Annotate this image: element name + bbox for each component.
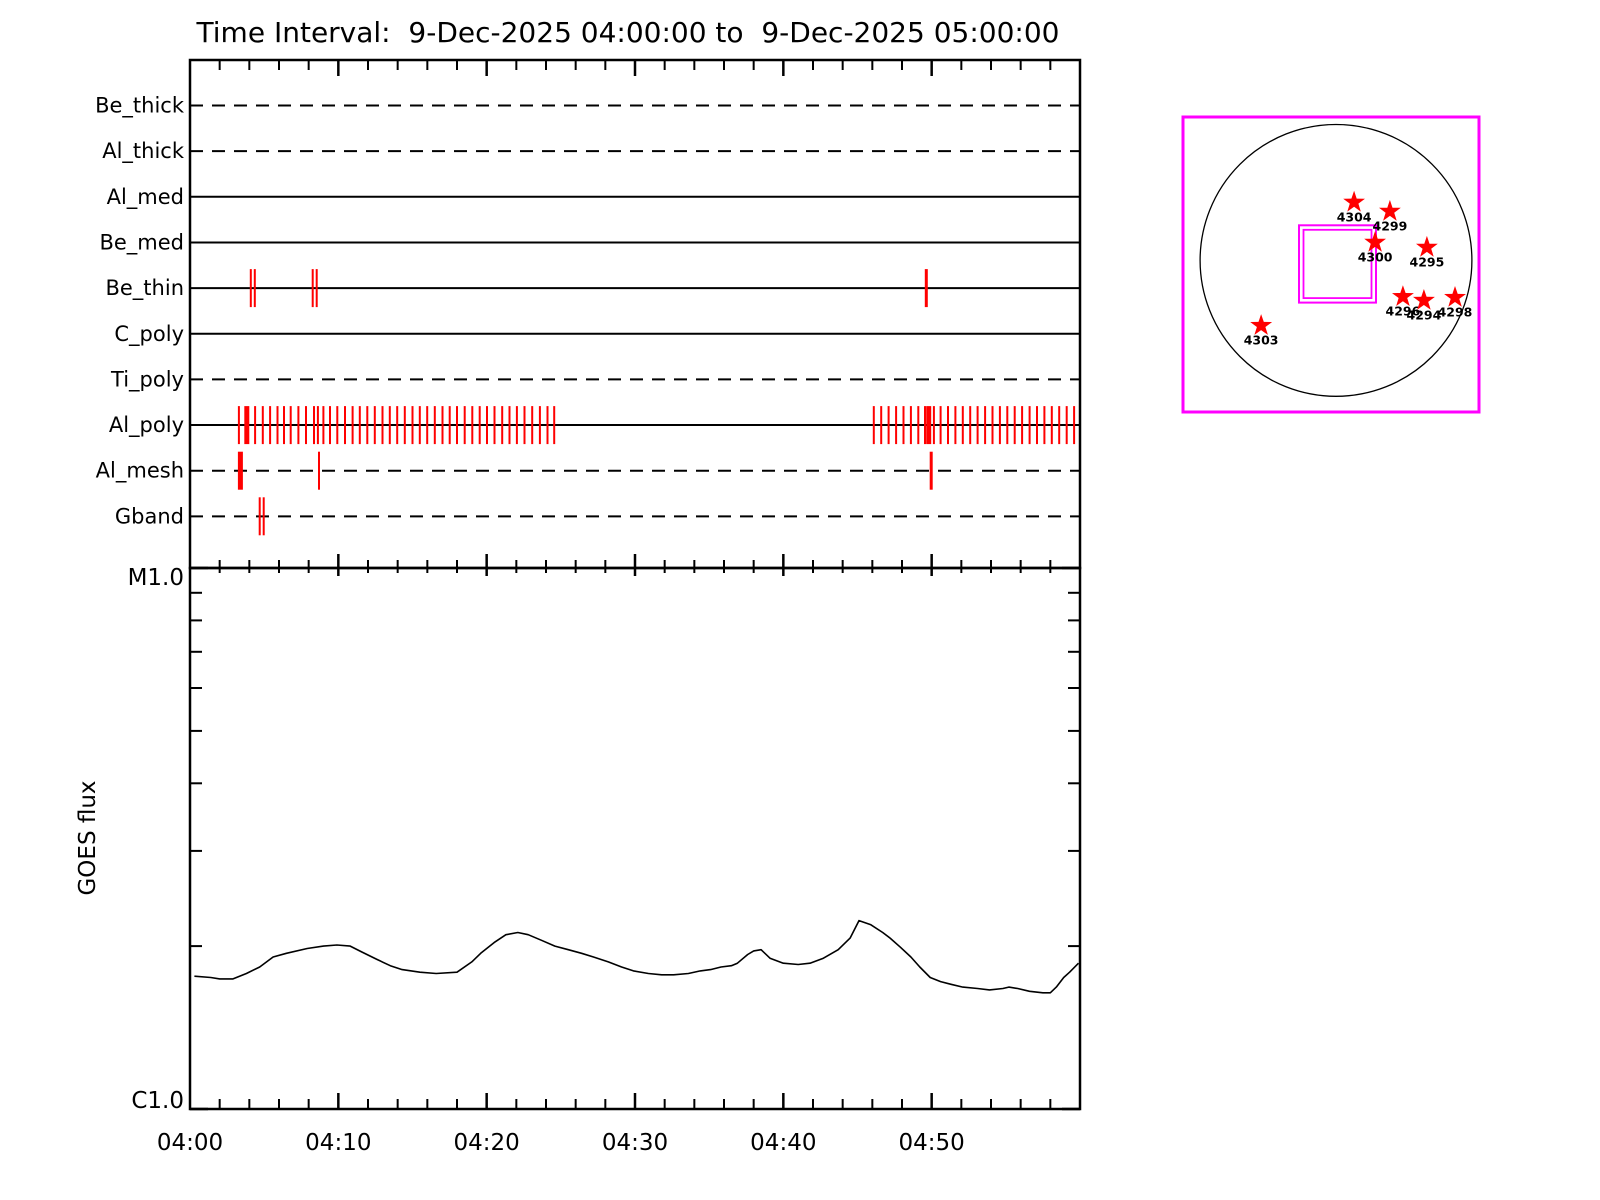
active-region-star-4304 bbox=[1343, 190, 1365, 212]
page-title: Time Interval: 9-Dec-2025 04:00:00 to 9-… bbox=[196, 16, 1060, 49]
goes-panel-frame bbox=[188, 566, 1082, 1111]
active-region-label-4298: 4298 bbox=[1438, 305, 1473, 320]
filter-label-Be_thin: Be_thin bbox=[105, 276, 184, 301]
filter-label-Al_mesh: Al_mesh bbox=[96, 459, 184, 484]
fov-box-inner bbox=[1302, 228, 1373, 300]
map-frame bbox=[1181, 115, 1481, 414]
goes-axis-title: GOES flux bbox=[75, 780, 101, 895]
solar-limb-circle bbox=[1199, 123, 1473, 397]
active-region-star-4303 bbox=[1250, 314, 1273, 335]
active-region-star-4294 bbox=[1413, 289, 1435, 310]
active-region-star-4296 bbox=[1392, 285, 1414, 306]
filter-label-C_poly: C_poly bbox=[114, 322, 184, 347]
filter-label-Gband: Gband bbox=[115, 504, 184, 528]
x-tick-label-0420: 04:20 bbox=[454, 1130, 520, 1156]
goes-ymax-label: M1.0 bbox=[128, 565, 184, 591]
filter-timeline-panel: Be_thick Al_thick Al_med Be_med Be_thin C_pol… bbox=[95, 58, 1082, 576]
active-region-label-4296: 4296 bbox=[1386, 304, 1421, 319]
x-tick-label-0430: 04:30 bbox=[602, 1130, 668, 1156]
active-region-label-4295: 4295 bbox=[1410, 254, 1445, 269]
active-region-star-4298 bbox=[1444, 286, 1466, 307]
active-region-star-4295 bbox=[1416, 235, 1438, 257]
active-region-label-4294: 4294 bbox=[1407, 308, 1442, 323]
goes-ymin-label: C1.0 bbox=[131, 1088, 184, 1114]
goes-flux-panel: 04:00 04:10 04:20 04:30 04:40 04:50 bbox=[157, 566, 1082, 1156]
filter-label-Al_med: Al_med bbox=[107, 185, 184, 210]
filter-label-Be_thick: Be_thick bbox=[95, 94, 185, 119]
fov-box-outer bbox=[1298, 224, 1377, 304]
filter-label-Al_poly: Al_poly bbox=[109, 413, 184, 438]
x-tick-label-0410: 04:10 bbox=[305, 1130, 371, 1156]
x-tick-label-0400: 04:00 bbox=[157, 1130, 223, 1156]
x-tick-label-0440: 04:40 bbox=[750, 1130, 816, 1156]
active-region-star-4299 bbox=[1379, 199, 1401, 221]
filter-label-Be_med: Be_med bbox=[99, 230, 184, 255]
filter-label-Ti_poly: Ti_poly bbox=[110, 367, 184, 392]
active-region-label-4303: 4303 bbox=[1244, 333, 1279, 348]
active-region-label-4300: 4300 bbox=[1358, 249, 1393, 264]
filter-panel-frame bbox=[188, 58, 1082, 570]
filter-label-Al_thick: Al_thick bbox=[102, 139, 185, 164]
active-region-label-4299: 4299 bbox=[1373, 218, 1408, 233]
goes-flux-curve bbox=[194, 919, 1080, 994]
active-region-star-4300 bbox=[1364, 230, 1386, 252]
x-tick-label-0450: 04:50 bbox=[899, 1130, 965, 1156]
active-region-label-4304: 4304 bbox=[1337, 209, 1372, 224]
